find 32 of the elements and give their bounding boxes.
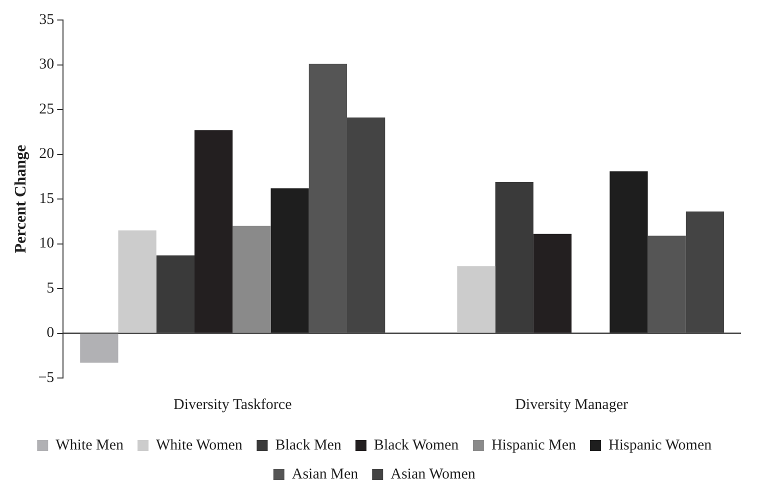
- y-tick-label: 20: [39, 146, 54, 162]
- x-tick-label: Diversity Manager: [515, 396, 628, 413]
- bar: [270, 188, 309, 333]
- bar: [610, 171, 648, 333]
- bar: [232, 226, 271, 333]
- y-tick-label: 15: [39, 190, 54, 207]
- y-tick-label: 25: [39, 101, 54, 118]
- bar: [194, 130, 233, 333]
- bar: [648, 236, 686, 333]
- legend-label: Asian Men: [292, 466, 359, 482]
- y-tick-label: 10: [39, 236, 54, 252]
- legend-label: Hispanic Women: [608, 437, 712, 454]
- x-tick-label: Diversity Taskforce: [174, 396, 292, 413]
- bar: [308, 64, 348, 333]
- legend-label: Hispanic Men: [491, 437, 577, 454]
- bar: [686, 212, 724, 333]
- y-tick-label: 5: [46, 280, 54, 296]
- legend-label: White Women: [156, 437, 243, 454]
- y-tick-label: −5: [38, 370, 54, 386]
- y-tick-label: 0: [46, 325, 54, 342]
- legend-label: Black Men: [275, 437, 342, 454]
- bar: [533, 234, 572, 333]
- y-tick-label: 30: [39, 56, 54, 73]
- legend-label: Asian Women: [390, 466, 476, 482]
- y-axis-title: Percent Change: [12, 144, 30, 254]
- bar: [80, 334, 118, 363]
- legend-label: Black Women: [374, 437, 460, 454]
- legend-label: White Men: [56, 437, 124, 454]
- bar: [457, 266, 496, 333]
- bar: [118, 230, 156, 333]
- y-tick-label: 35: [39, 12, 54, 28]
- bar: [347, 118, 386, 333]
